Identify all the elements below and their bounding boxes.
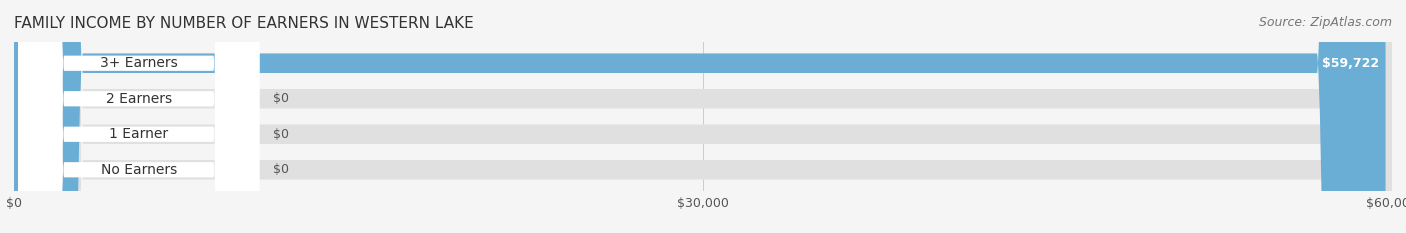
Text: Source: ZipAtlas.com: Source: ZipAtlas.com xyxy=(1258,16,1392,29)
Text: 3+ Earners: 3+ Earners xyxy=(100,56,177,70)
FancyBboxPatch shape xyxy=(14,0,76,233)
Text: $0: $0 xyxy=(273,92,290,105)
Text: $0: $0 xyxy=(273,128,290,141)
FancyBboxPatch shape xyxy=(14,0,76,233)
FancyBboxPatch shape xyxy=(14,0,1392,233)
FancyBboxPatch shape xyxy=(18,0,259,233)
FancyBboxPatch shape xyxy=(14,0,1392,233)
Text: FAMILY INCOME BY NUMBER OF EARNERS IN WESTERN LAKE: FAMILY INCOME BY NUMBER OF EARNERS IN WE… xyxy=(14,16,474,31)
Text: $0: $0 xyxy=(273,163,290,176)
FancyBboxPatch shape xyxy=(18,0,259,233)
FancyBboxPatch shape xyxy=(14,0,76,233)
FancyBboxPatch shape xyxy=(14,0,1392,233)
FancyBboxPatch shape xyxy=(14,0,1385,233)
Text: 1 Earner: 1 Earner xyxy=(110,127,169,141)
FancyBboxPatch shape xyxy=(18,0,259,233)
Text: 2 Earners: 2 Earners xyxy=(105,92,172,106)
FancyBboxPatch shape xyxy=(14,0,1392,233)
Text: No Earners: No Earners xyxy=(101,163,177,177)
Text: $59,722: $59,722 xyxy=(1322,57,1379,70)
FancyBboxPatch shape xyxy=(18,0,259,233)
